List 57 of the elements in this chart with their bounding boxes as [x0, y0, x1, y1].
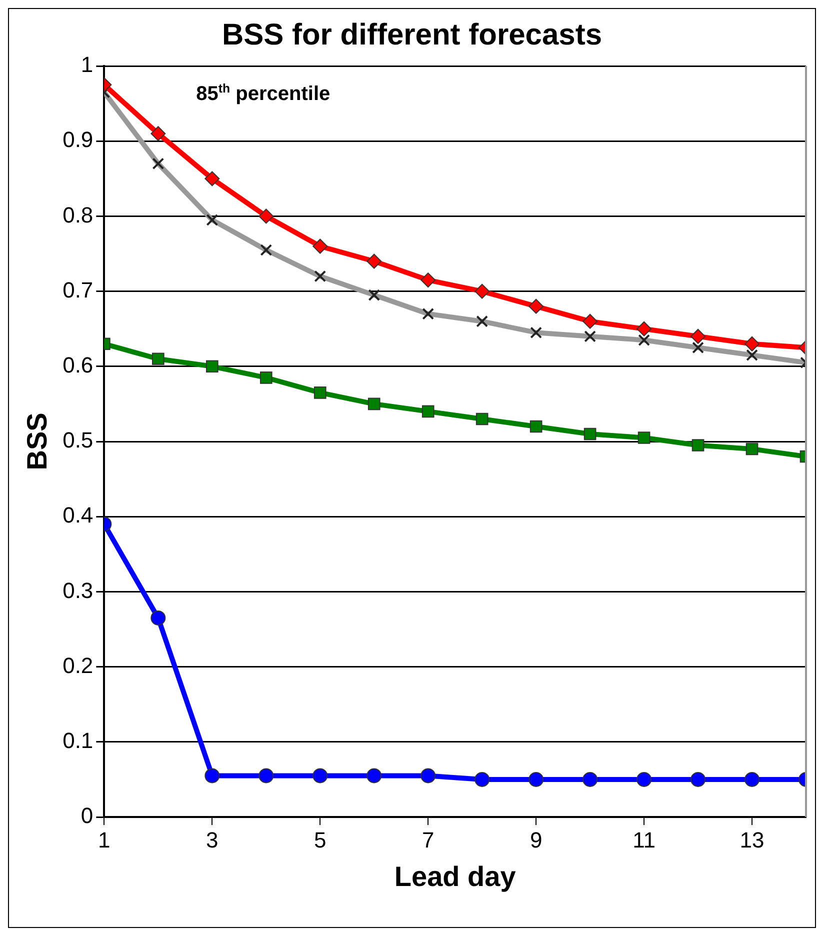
- point: [366, 254, 382, 269]
- point: [636, 321, 652, 336]
- y-tick-label: 0.8: [62, 202, 94, 228]
- y-tick-label: 0.5: [62, 428, 94, 453]
- point: [366, 768, 382, 784]
- point: [150, 610, 166, 626]
- y-tick-label: 0: [80, 803, 94, 828]
- y-axis-title: BSS: [22, 412, 53, 470]
- point: [204, 171, 220, 186]
- y-tick-label: 0.4: [62, 502, 94, 528]
- y-tick-label: 0.9: [62, 127, 94, 152]
- x-tick-label: 11: [632, 827, 656, 852]
- point: [150, 126, 166, 142]
- point: [746, 442, 758, 456]
- point: [690, 328, 706, 344]
- point: [312, 768, 328, 784]
- y-tick-label: 0.7: [62, 277, 94, 302]
- point: [312, 238, 328, 254]
- y-tick-label: 0.3: [62, 578, 94, 603]
- point: [474, 772, 490, 787]
- point: [420, 768, 436, 784]
- point: [258, 768, 274, 784]
- point: [690, 772, 706, 787]
- point: [636, 772, 652, 787]
- point: [152, 352, 164, 366]
- point: [582, 772, 598, 787]
- chart-title: BSS for different forecasts: [222, 18, 602, 52]
- point: [422, 405, 434, 418]
- x-tick-label: 9: [530, 827, 542, 852]
- y-tick-label: 0.2: [62, 652, 94, 678]
- x-tick-label: 3: [206, 827, 218, 852]
- point: [692, 439, 704, 452]
- y-tick-label: 0.1: [62, 728, 94, 753]
- point: [744, 336, 760, 352]
- x-tick-label: 1: [98, 827, 110, 852]
- point: [584, 428, 596, 440]
- y-tick-label: 0.6: [62, 352, 94, 378]
- point: [206, 360, 218, 373]
- point: [528, 772, 544, 787]
- point: [314, 386, 326, 399]
- point: [204, 768, 220, 784]
- point: [420, 272, 436, 288]
- point: [528, 298, 544, 314]
- point: [530, 420, 542, 433]
- x-tick-label: 13: [740, 827, 764, 852]
- point: [368, 398, 380, 410]
- point: [474, 284, 490, 299]
- point: [260, 372, 272, 384]
- point: [744, 772, 760, 787]
- point: [638, 432, 650, 444]
- x-tick-label: 7: [422, 827, 434, 852]
- point: [582, 314, 598, 329]
- y-tick-label: 1: [80, 52, 94, 78]
- point: [476, 412, 488, 426]
- point: [258, 208, 274, 224]
- x-tick-label: 5: [314, 827, 326, 852]
- x-axis-title: Lead day: [394, 860, 516, 892]
